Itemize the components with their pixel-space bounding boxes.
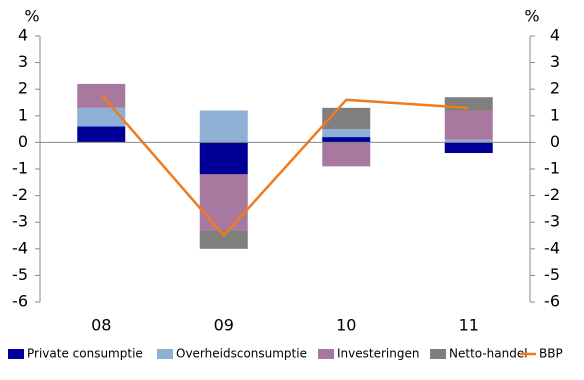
bar	[77, 126, 126, 143]
legend-label: Netto-handel	[449, 347, 528, 361]
legend-marker	[157, 349, 173, 359]
y-unit: %	[24, 7, 39, 26]
legend-label: BBP	[539, 347, 563, 361]
y2-tick-label: -3	[544, 212, 560, 231]
y2-tick-label: -5	[544, 265, 560, 284]
bar	[444, 139, 493, 143]
legend-label: Overheidsconsumptie	[176, 347, 307, 361]
y-tick-label: 4	[18, 26, 28, 45]
legend-marker	[430, 349, 446, 359]
bar	[322, 142, 371, 167]
x-tick-label: 11	[459, 316, 479, 335]
y2-tick-label: -1	[544, 159, 560, 178]
y-tick-label: 0	[18, 132, 28, 151]
y-tick-label: -5	[12, 265, 28, 284]
y-tick-label: -1	[12, 159, 28, 178]
y-tick-label: 3	[18, 52, 28, 71]
bar	[199, 230, 248, 249]
y2-tick-label: 0	[550, 132, 560, 151]
y-tick-label: -4	[12, 238, 28, 257]
y-tick-label: 1	[18, 105, 28, 124]
x-tick-label: 08	[91, 316, 111, 335]
legend-marker	[8, 349, 24, 359]
legend-label: Investeringen	[337, 347, 419, 361]
bar	[322, 137, 371, 143]
y2-tick-label: -2	[544, 185, 560, 204]
y2-tick-label: -6	[544, 292, 560, 311]
bar	[77, 107, 126, 127]
bar	[444, 110, 493, 140]
y-tick-label: -6	[12, 292, 28, 311]
legend-label: Private consumptie	[27, 347, 143, 361]
x-tick-label: 09	[214, 316, 234, 335]
bar	[444, 142, 493, 154]
y2-tick-label: 4	[550, 26, 560, 45]
y2-tick-label: -4	[544, 238, 560, 257]
bar	[322, 129, 371, 138]
y-tick-label: -2	[12, 185, 28, 204]
y-tick-label: -3	[12, 212, 28, 231]
y2-tick-label: 3	[550, 52, 560, 71]
line	[100, 93, 469, 238]
y2-unit: %	[524, 7, 539, 26]
y2-tick-label: 1	[550, 105, 560, 124]
legend-marker	[318, 349, 334, 359]
bar	[444, 97, 493, 111]
bar	[199, 142, 248, 175]
y2-tick-label: 2	[550, 79, 560, 98]
y-tick-label: 2	[18, 79, 28, 98]
bar	[199, 174, 248, 231]
x-tick-label: 10	[336, 316, 356, 335]
bar	[199, 110, 248, 143]
